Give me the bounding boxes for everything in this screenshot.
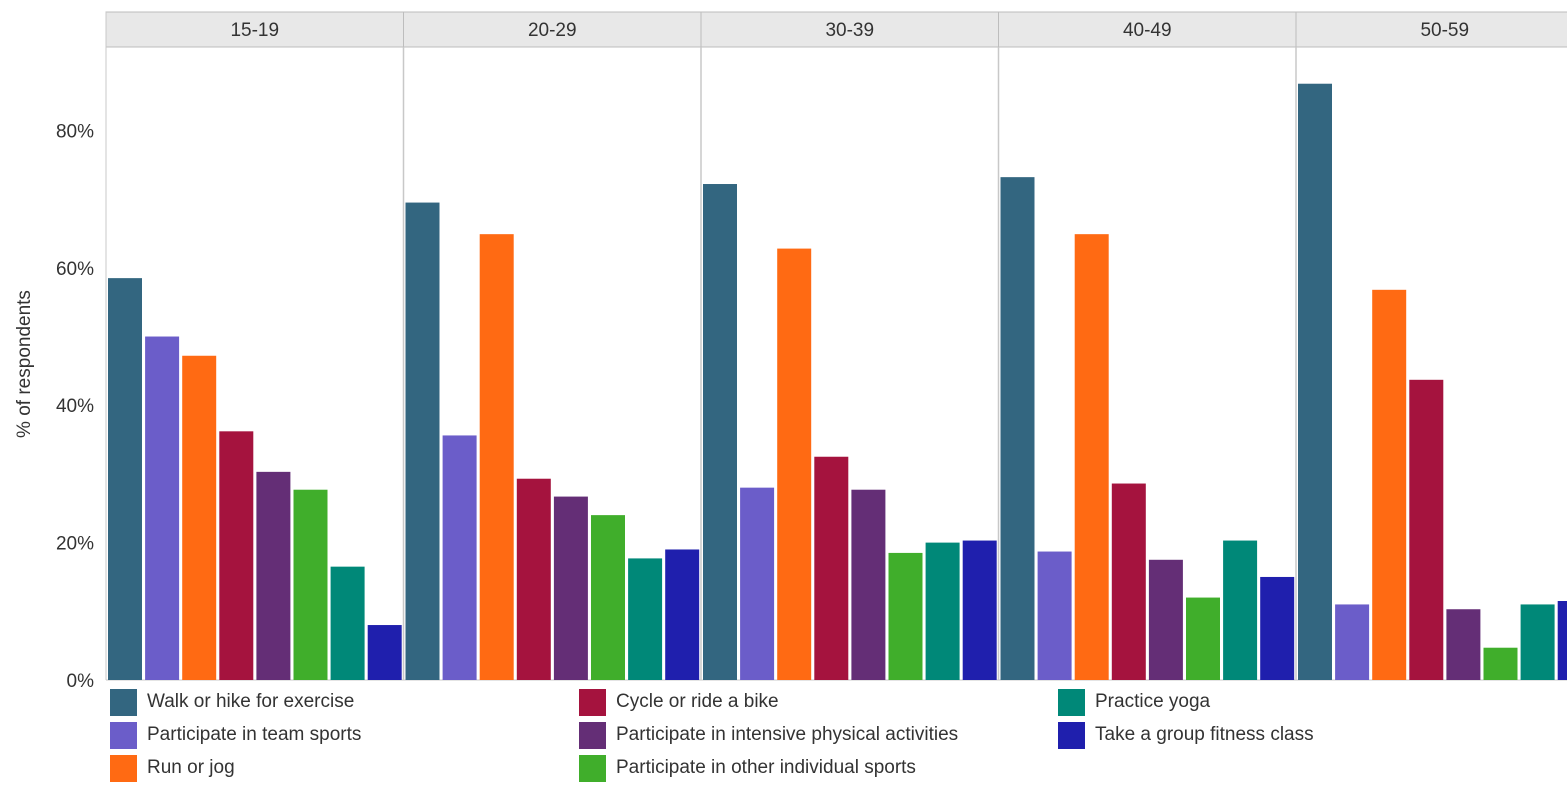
bar xyxy=(145,336,180,680)
bar xyxy=(367,625,402,680)
bar xyxy=(1557,601,1567,680)
legend-swatch xyxy=(579,688,606,716)
legend-item: Participate in intensive physical activi… xyxy=(579,721,958,749)
bar xyxy=(665,549,700,680)
legend-label: Cycle or ride a bike xyxy=(616,691,779,712)
legend-label: Take a group fitness class xyxy=(1095,724,1314,745)
bar xyxy=(442,435,477,680)
bar xyxy=(1520,604,1555,680)
panel-label: 15-19 xyxy=(230,20,279,41)
bar xyxy=(851,489,886,680)
legend-swatch xyxy=(110,688,137,716)
panel-label: 30-39 xyxy=(825,20,874,41)
legend: Walk or hike for exercise Participate in … xyxy=(110,688,1550,784)
bar xyxy=(516,478,551,680)
legend-swatch xyxy=(1058,721,1085,749)
panel-header xyxy=(998,11,1297,48)
panel-header xyxy=(403,11,702,48)
bar xyxy=(1260,576,1295,680)
panel-label: 50-59 xyxy=(1420,20,1469,41)
bar xyxy=(962,540,997,680)
y-tick-label: 60% xyxy=(56,259,94,280)
legend-label: Practice yoga xyxy=(1095,691,1211,712)
legend-swatch xyxy=(1058,688,1085,716)
y-tick-label: 80% xyxy=(56,121,94,142)
bar xyxy=(814,456,849,680)
bar xyxy=(108,278,142,680)
y-tick-label: 40% xyxy=(56,396,94,417)
legend-label: Participate in other individual sports xyxy=(616,757,916,778)
bar xyxy=(405,202,440,680)
legend-item: Participate in other individual sports xyxy=(579,754,916,782)
panel-header xyxy=(700,11,999,48)
panel-header xyxy=(105,11,404,48)
bar xyxy=(293,489,328,680)
legend-item: Participate in team sports xyxy=(110,721,361,749)
bar xyxy=(1074,234,1109,680)
legend-label: Run or jog xyxy=(147,757,235,778)
legend-label: Participate in team sports xyxy=(147,724,362,745)
bar xyxy=(1186,597,1220,680)
panel-header xyxy=(1295,11,1567,48)
bar xyxy=(740,487,775,680)
y-tick-label: 20% xyxy=(56,534,94,555)
legend-swatch xyxy=(579,754,606,782)
bar xyxy=(1335,604,1370,680)
legend-label: Participate in intensive physical activi… xyxy=(616,724,959,745)
legend-item: Practice yoga xyxy=(1058,688,1210,716)
legend-swatch xyxy=(579,721,606,749)
bar xyxy=(1372,289,1407,680)
bar xyxy=(219,431,254,680)
y-tick-label: 0% xyxy=(67,671,95,692)
bar xyxy=(256,471,291,680)
legend-swatch xyxy=(110,754,137,782)
y-axis-label: % of respondents xyxy=(14,290,35,438)
legend-item: Cycle or ride a bike xyxy=(579,688,779,716)
legend-item: Walk or hike for exercise xyxy=(110,688,354,716)
bar xyxy=(1409,379,1444,680)
legend-item: Take a group fitness class xyxy=(1058,721,1314,749)
bar xyxy=(1483,647,1518,680)
bar xyxy=(182,355,217,680)
bar xyxy=(479,234,514,680)
bar xyxy=(1223,540,1258,680)
bar xyxy=(330,566,365,680)
bar xyxy=(591,515,625,680)
panel-label: 40-49 xyxy=(1123,20,1172,41)
bar xyxy=(1148,559,1183,680)
bar xyxy=(1111,483,1146,680)
bar xyxy=(1446,609,1481,680)
bar xyxy=(553,496,588,680)
bar xyxy=(1037,551,1072,680)
legend-item: Run or jog xyxy=(110,754,235,782)
bar xyxy=(888,552,923,680)
legend-label: Walk or hike for exercise xyxy=(147,691,355,712)
bar xyxy=(1000,177,1035,680)
bar xyxy=(1298,83,1332,680)
legend-swatch xyxy=(110,721,137,749)
bar xyxy=(703,184,737,680)
bar xyxy=(925,542,960,680)
bar xyxy=(628,558,663,680)
panel-label: 20-29 xyxy=(528,20,577,41)
bar xyxy=(777,248,812,680)
